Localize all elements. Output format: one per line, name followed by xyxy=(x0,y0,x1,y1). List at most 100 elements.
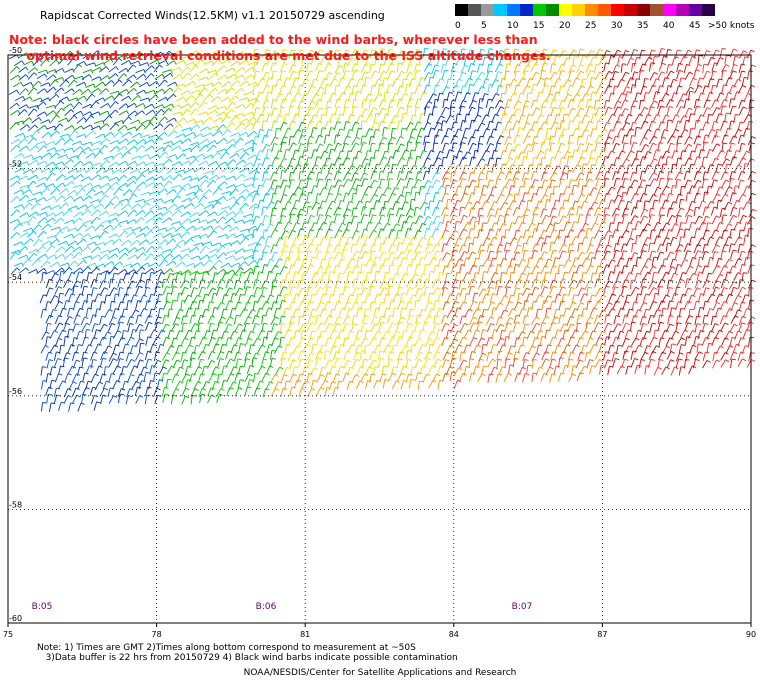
wind-barb-feather xyxy=(220,117,224,122)
wind-barb-feather xyxy=(579,242,584,245)
wind-barb-feather xyxy=(403,186,408,189)
wind-barb-feather xyxy=(156,204,160,209)
wind-barb-feather xyxy=(54,125,57,130)
wind-barb-feather xyxy=(422,165,427,169)
wind-barb-feather xyxy=(103,263,106,268)
wind-barb xyxy=(576,85,582,95)
wind-barb-feather xyxy=(105,88,110,92)
wind-barb xyxy=(165,226,175,232)
wind-barb-feather xyxy=(720,92,725,95)
wind-barb-feather xyxy=(368,221,373,224)
wind-barb xyxy=(630,252,635,261)
wind-barb xyxy=(652,149,657,159)
wind-barb xyxy=(293,164,299,173)
wind-barb-feather xyxy=(444,135,449,138)
wind-barb xyxy=(190,234,200,239)
wind-barb-feather xyxy=(266,48,271,52)
wind-barb xyxy=(404,192,408,202)
wind-barb xyxy=(67,240,76,247)
wind-barb xyxy=(496,193,502,203)
wind-barb-feather xyxy=(241,122,246,126)
wind-barb xyxy=(739,143,742,153)
wind-barb-feather xyxy=(302,128,307,131)
wind-barb-feather xyxy=(634,179,639,183)
wind-barb xyxy=(539,70,543,80)
wind-barb xyxy=(450,85,456,94)
wind-barb xyxy=(252,49,256,59)
wind-barb xyxy=(450,230,456,239)
wind-barb xyxy=(652,200,655,209)
wind-barb xyxy=(270,229,275,238)
wind-barb xyxy=(95,241,105,246)
wind-barb xyxy=(545,93,551,102)
wind-barb xyxy=(423,206,427,216)
wind-barb xyxy=(559,120,562,130)
wind-barb xyxy=(563,221,568,231)
wind-barb-feather xyxy=(608,84,613,88)
wind-barb xyxy=(301,258,305,268)
wind-barb-feather xyxy=(412,128,418,131)
wind-barb xyxy=(536,77,542,87)
wind-barb xyxy=(261,157,266,167)
wind-barb xyxy=(724,55,727,65)
wind-barb-feather xyxy=(387,186,392,190)
wind-barb xyxy=(175,261,183,268)
wind-barb-feather xyxy=(732,206,738,210)
wind-barb xyxy=(545,223,551,232)
wind-barb xyxy=(469,70,473,80)
wind-barb xyxy=(640,243,645,253)
wind-barb xyxy=(716,150,722,159)
wind-barb-feather xyxy=(91,93,96,98)
wind-barb xyxy=(145,89,155,94)
wind-barb-feather xyxy=(679,244,684,247)
wind-barb-feather xyxy=(116,212,119,217)
wind-barb-feather xyxy=(625,158,630,162)
wind-barb-feather xyxy=(601,164,606,167)
wind-barb xyxy=(549,172,555,181)
wind-barb-feather xyxy=(245,202,249,207)
wind-barb-feather xyxy=(17,180,21,185)
wind-barb xyxy=(603,171,607,181)
wind-barb-feather xyxy=(651,250,657,253)
wind-barb xyxy=(643,200,646,210)
wind-barb xyxy=(499,236,503,246)
wind-barb-feather xyxy=(327,178,332,181)
wind-barb xyxy=(140,191,150,196)
wind-barb xyxy=(324,143,330,153)
wind-barb xyxy=(172,111,181,116)
wind-barb xyxy=(122,226,132,231)
wind-barb-feather xyxy=(656,235,661,238)
wind-barb-feather xyxy=(18,162,21,167)
wind-barb-feather xyxy=(281,70,286,73)
wind-barb xyxy=(521,105,525,115)
wind-barb-feather xyxy=(89,195,93,200)
wind-barb-feather xyxy=(644,106,649,110)
wind-barb xyxy=(581,185,584,195)
wind-barb-feather xyxy=(582,185,587,187)
wind-barb-feather xyxy=(199,93,204,97)
wind-barb-feather xyxy=(636,234,641,237)
wind-barb-feather xyxy=(216,174,220,179)
wind-barb-feather xyxy=(236,153,240,157)
wind-barb xyxy=(355,127,359,137)
wind-barb-feather xyxy=(560,85,565,87)
wind-barb xyxy=(210,96,219,103)
wind-barb-feather xyxy=(665,199,670,202)
wind-barb-feather xyxy=(417,135,423,138)
wind-barb-feather xyxy=(633,48,638,52)
wind-barb-feather xyxy=(188,103,191,108)
wind-barb xyxy=(82,255,91,260)
wind-barb xyxy=(604,71,610,80)
wind-barb-feather xyxy=(219,81,222,86)
wind-barb xyxy=(413,121,419,131)
wind-barb xyxy=(118,67,127,74)
wind-barb-feather xyxy=(751,192,756,196)
wind-barb xyxy=(585,143,589,153)
wind-barb-feather xyxy=(282,49,287,52)
wind-barb-feather xyxy=(386,164,391,167)
wind-barb-feather xyxy=(534,121,539,124)
wind-barb xyxy=(280,170,283,180)
wind-barb xyxy=(194,93,201,102)
wind-barb xyxy=(351,193,354,203)
wind-barb xyxy=(265,91,269,101)
